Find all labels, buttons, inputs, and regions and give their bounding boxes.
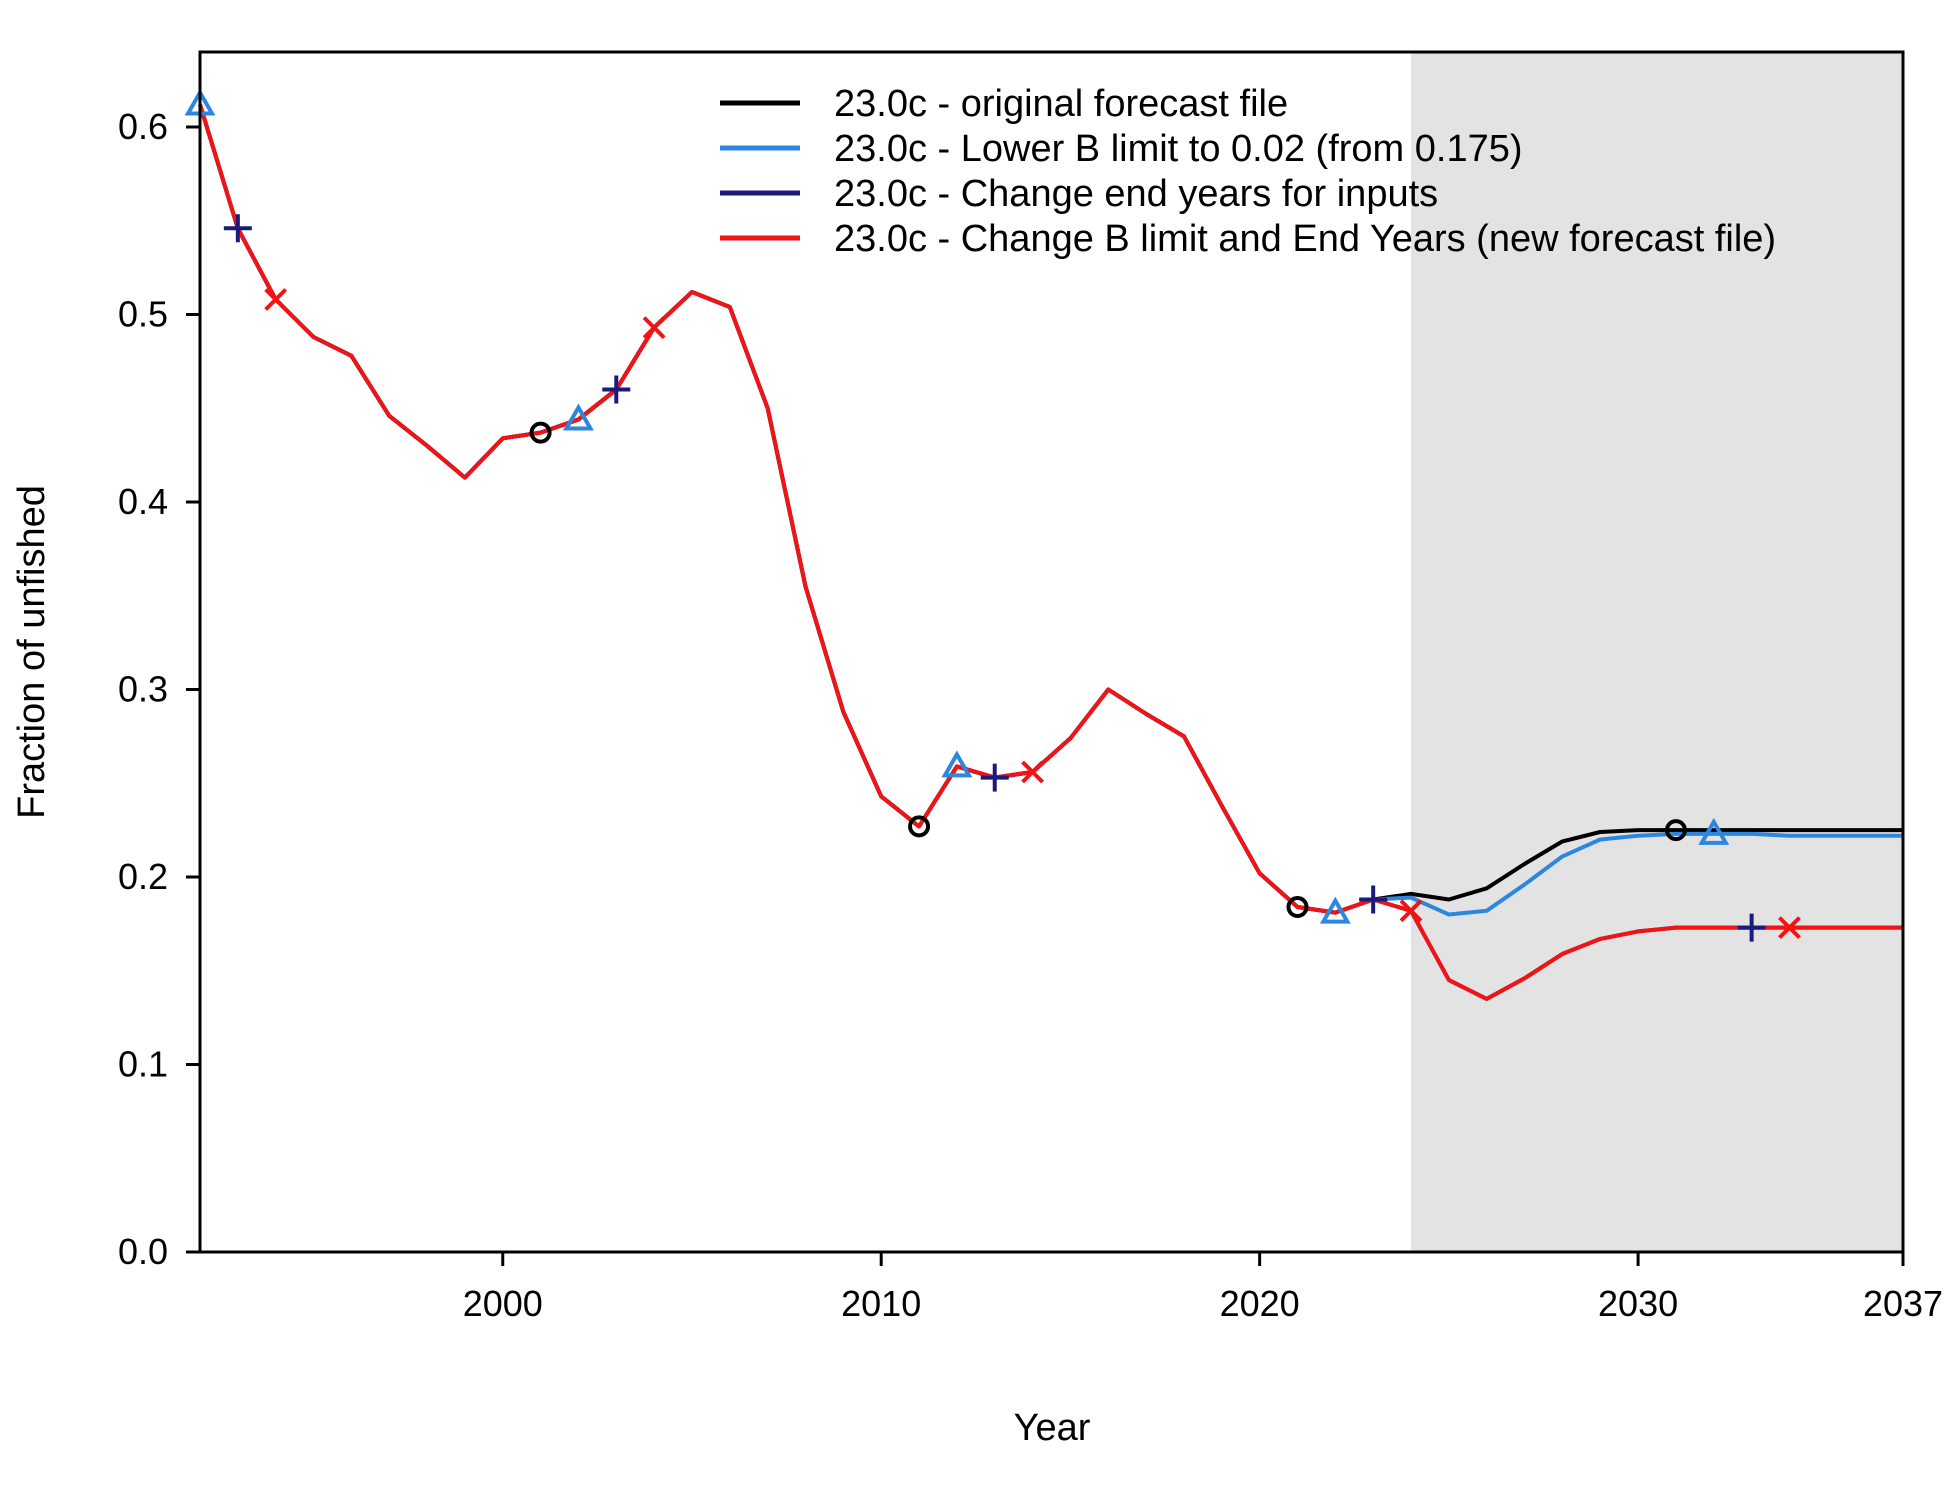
legend-label: 23.0c - original forecast file	[834, 83, 1288, 125]
y-tick-label: 0.1	[118, 1044, 168, 1085]
y-tick-label: 0.6	[118, 106, 168, 147]
series-line-4	[198, 103, 1903, 1001]
series-4-marker	[1021, 760, 1044, 784]
series-3-marker	[980, 763, 1009, 792]
series-4-marker	[1778, 916, 1801, 940]
series-layer	[198, 103, 1903, 1001]
series-1-marker	[529, 421, 552, 444]
series-2-marker	[1698, 817, 1730, 845]
legend-label: 23.0c - Change end years for inputs	[834, 173, 1438, 215]
y-tick-label: 0.4	[118, 481, 168, 522]
series-3-marker	[223, 214, 252, 243]
y-axis-label: Fraction of unfished	[11, 485, 53, 819]
x-tick-label: 2020	[1220, 1283, 1300, 1324]
series-4-marker	[1399, 899, 1423, 923]
x-tick-label: 2000	[463, 1283, 543, 1324]
series-1-marker	[908, 815, 931, 838]
forecast-shading	[1411, 52, 1903, 1252]
x-tick-label: 2030	[1598, 1283, 1678, 1324]
y-tick-label: 0.2	[118, 856, 168, 897]
series-2-marker	[562, 403, 594, 431]
series-2-marker	[1319, 896, 1351, 924]
series-1-marker	[1286, 896, 1309, 918]
legend-label: 23.0c - Lower B limit to 0.02 (from 0.17…	[834, 128, 1523, 170]
x-tick-label: 2010	[841, 1283, 921, 1324]
x-axis-label: Year	[1014, 1407, 1091, 1449]
series-4-marker	[642, 316, 666, 340]
series-3-marker	[602, 375, 631, 404]
y-tick-label: 0.3	[118, 669, 168, 710]
series-1-marker	[1664, 819, 1687, 842]
series-3-marker	[1737, 913, 1766, 942]
y-axis: 0.0 0.1 0.2 0.3 0.4 0.5 0.6	[118, 106, 200, 1272]
legend-label: 23.0c - Change B limit and End Years (ne…	[834, 218, 1776, 260]
plot-frame	[198, 50, 1905, 1254]
y-tick-label: 0.0	[118, 1231, 168, 1272]
series-4-marker	[264, 288, 288, 311]
y-tick-label: 0.5	[118, 294, 168, 335]
x-tick-label: 2037	[1863, 1283, 1943, 1324]
x-axis: 2000 2010 2020 2030 2037	[463, 1252, 1943, 1324]
series-3-marker	[1359, 885, 1388, 914]
series-2-marker	[941, 750, 973, 778]
